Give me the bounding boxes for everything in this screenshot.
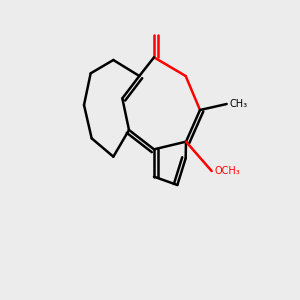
Text: CH₃: CH₃ bbox=[230, 99, 248, 109]
Text: OCH₃: OCH₃ bbox=[215, 166, 240, 176]
